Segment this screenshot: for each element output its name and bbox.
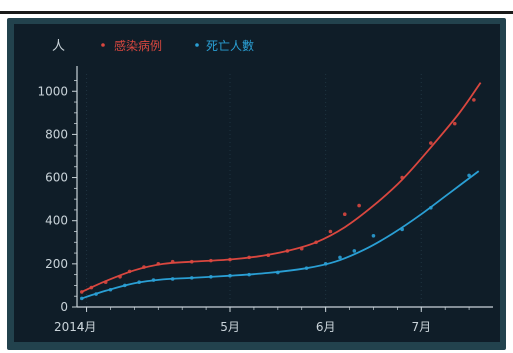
- data-point-deaths: [400, 227, 404, 232]
- data-point-deaths: [151, 278, 156, 282]
- data-point-infected: [156, 262, 161, 266]
- x-tick-label: 7月: [411, 320, 431, 334]
- trend-line-infected: [81, 82, 482, 293]
- data-point-deaths: [123, 283, 127, 288]
- data-point-infected: [142, 265, 146, 269]
- data-point-infected: [170, 259, 175, 264]
- data-point-deaths: [209, 274, 213, 279]
- x-year-label: 2014: [54, 320, 85, 334]
- data-point-infected: [209, 258, 213, 263]
- trend-line-deaths: [81, 170, 480, 300]
- data-point-deaths: [247, 272, 251, 277]
- y-tick-label: 800: [45, 127, 68, 141]
- data-point-deaths: [276, 270, 280, 275]
- data-point-deaths: [137, 280, 141, 284]
- data-point-infected: [79, 290, 84, 294]
- legend-label-deaths: 死亡人數: [206, 39, 254, 53]
- data-point-infected: [266, 253, 271, 258]
- data-point-deaths: [429, 205, 433, 210]
- y-tick-label: 400: [45, 214, 68, 228]
- y-tick-label: 1000: [37, 84, 68, 98]
- data-point-infected: [342, 212, 347, 217]
- data-point-infected: [452, 121, 457, 126]
- y-tick-label: 600: [45, 171, 68, 185]
- y-tick-label: 0: [60, 300, 68, 314]
- data-point-deaths: [338, 255, 342, 260]
- data-point-deaths: [467, 173, 471, 178]
- data-point-infected: [314, 240, 318, 245]
- x-tick-labels: 2014 4月 5月 6月 7月: [54, 320, 431, 334]
- legend-marker-deaths: [195, 43, 199, 47]
- data-point-infected: [429, 141, 433, 145]
- gridlines: [86, 74, 422, 307]
- legend: 人 感染病例 死亡人數: [52, 38, 254, 54]
- data-point-infected: [127, 269, 132, 274]
- data-point-infected: [118, 274, 122, 279]
- data-point-infected: [472, 98, 476, 102]
- data-point-deaths: [323, 262, 328, 266]
- y-tick-label: 200: [45, 257, 68, 271]
- data-point-infected: [247, 255, 251, 260]
- axes: 0 200 400 600 800 1000: [37, 66, 493, 314]
- data-point-deaths: [352, 249, 357, 253]
- data-point-infected: [328, 229, 333, 234]
- chart-area: 0 200 400 600 800 1000 人 感染病例 死亡人數 2014 4月 5月 6…: [14, 24, 500, 342]
- data-point-infected: [89, 285, 94, 290]
- x-tick-label: 4月: [77, 320, 97, 334]
- legend-label-infected: 感染病例: [114, 38, 162, 53]
- x-tick-label: 6月: [316, 320, 336, 334]
- data-point-infected: [103, 280, 108, 284]
- series-layer: [79, 82, 482, 301]
- data-point-deaths: [371, 234, 376, 238]
- data-point-deaths: [170, 277, 175, 281]
- data-point-infected: [228, 257, 232, 262]
- data-point-infected: [285, 249, 290, 253]
- line-chart: 0 200 400 600 800 1000 人 感染病例 死亡人數 2014 4月 5月 6…: [37, 38, 493, 334]
- data-point-deaths: [189, 276, 194, 280]
- data-point-deaths: [79, 296, 84, 301]
- data-point-infected: [400, 175, 404, 180]
- top-frame: [0, 0, 513, 14]
- data-point-deaths: [304, 266, 309, 270]
- data-point-infected: [357, 203, 361, 208]
- data-point-deaths: [108, 287, 113, 292]
- y-unit-label: 人: [52, 39, 65, 54]
- legend-marker-infected: [101, 43, 105, 47]
- data-point-deaths: [94, 292, 98, 296]
- data-point-infected: [189, 259, 194, 264]
- data-point-deaths: [228, 273, 232, 278]
- data-point-infected: [299, 246, 304, 251]
- x-tick-label: 5月: [220, 320, 240, 334]
